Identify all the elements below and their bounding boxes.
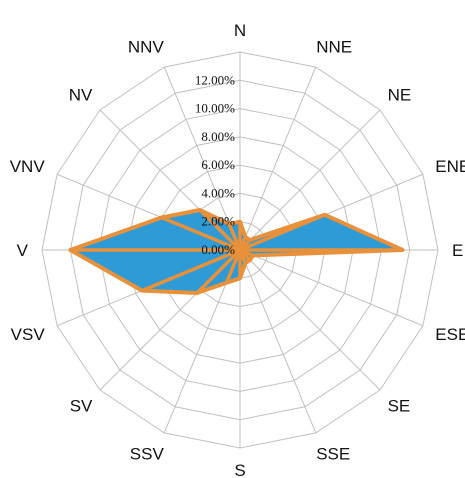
direction-label-ne: NE (388, 85, 412, 104)
direction-label-vsv: VSV (11, 325, 46, 344)
direction-label-e: E (452, 241, 463, 260)
tick-label-1: 2.00% (201, 214, 235, 229)
tick-label-5: 10.00% (195, 101, 235, 116)
tick-label-0: 0.00% (201, 242, 235, 257)
direction-label-nnv: NNV (128, 38, 165, 57)
direction-label-ene: ENE (435, 157, 465, 176)
direction-label-nne: NNE (316, 38, 352, 57)
tick-label-4: 8.00% (201, 129, 235, 144)
direction-label-vnv: VNV (10, 157, 46, 176)
direction-label-sse: SSE (316, 444, 350, 463)
direction-label-se: SE (388, 397, 411, 416)
direction-label-ssv: SSV (130, 444, 165, 463)
grid-spoke-ese (240, 250, 423, 326)
grid-spoke-se (240, 250, 380, 390)
tick-label-3: 6.00% (201, 157, 235, 172)
grid-spoke-sse (240, 250, 316, 433)
tick-label-2: 4.00% (201, 185, 235, 200)
direction-label-s: S (234, 461, 245, 478)
tick-label-6: 12.00% (195, 72, 235, 87)
direction-label-n: N (234, 21, 246, 40)
direction-label-v: V (17, 241, 29, 260)
direction-label-ese: ESE (435, 325, 465, 344)
direction-label-sv: SV (70, 397, 93, 416)
direction-label-nv: NV (69, 85, 93, 104)
center-hub (233, 243, 247, 257)
